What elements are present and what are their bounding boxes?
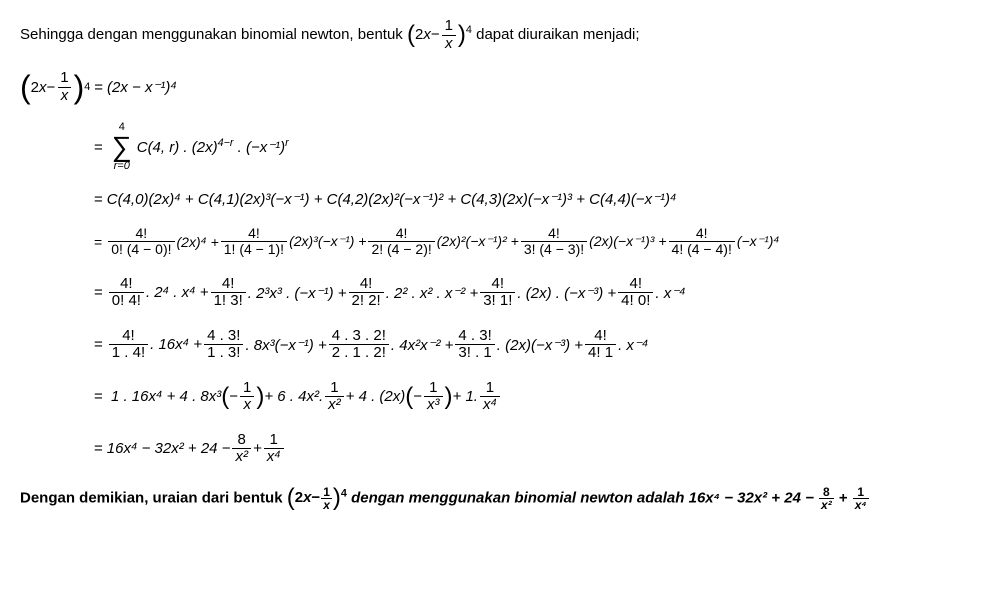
intro-line: Sehingga dengan menggunakan binomial new…	[20, 18, 977, 52]
step-4: = 4!0! (4 − 0)! (2x)⁴ + 4!1! (4 − 1)! (2…	[20, 226, 977, 258]
derivation: ( 2x − 1x ) 4 = (2x − x⁻¹)⁴ = 4 ∑ r=0 C(…	[20, 70, 977, 466]
step-7: = 1 . 16x⁴ + 4 . 8x³ ( −1x ) + 6 . 4x². …	[20, 380, 977, 414]
intro-text-b: dapat diuraikan menjadi;	[476, 26, 639, 43]
intro-text-a: Sehingga dengan menggunakan binomial new…	[20, 26, 407, 43]
rhs-1: (2x − x⁻¹)⁴	[107, 78, 177, 96]
expr-inline: ( 2x − 1 x )	[407, 18, 466, 52]
sigma: 4 ∑ r=0	[112, 122, 132, 172]
step-2: = 4 ∑ r=0 C(4, r) . (2x)4−r . (−x⁻¹)r	[20, 122, 977, 172]
step-5: = 4!0! 4! . 2⁴ . x⁴ + 4!1! 3! . 2³x³ . (…	[20, 276, 977, 310]
paren-1: ( −1x )	[221, 380, 264, 414]
conclusion-expr: ( 2x − 1x )	[287, 486, 341, 511]
paren-2: ( −1x³ )	[405, 380, 452, 414]
step-8: = 16x⁴ − 32x² + 24 − 8x² + 1x⁴	[20, 432, 977, 466]
step-6: = 4!1 . 4! . 16x⁴ + 4 . 3!1 . 3! . 8x³(−…	[20, 328, 977, 362]
lhs-expr: ( 2x − 1x )	[20, 70, 84, 104]
step-3: = C(4,0)(2x)⁴ + C(4,1)(2x)³(−x⁻¹) + C(4,…	[20, 190, 977, 208]
inline-frac: 1 x	[442, 18, 456, 52]
step-1: ( 2x − 1x ) 4 = (2x − x⁻¹)⁴	[20, 70, 977, 104]
conclusion: Dengan demikian, uraian dari bentuk ( 2x…	[20, 486, 977, 511]
